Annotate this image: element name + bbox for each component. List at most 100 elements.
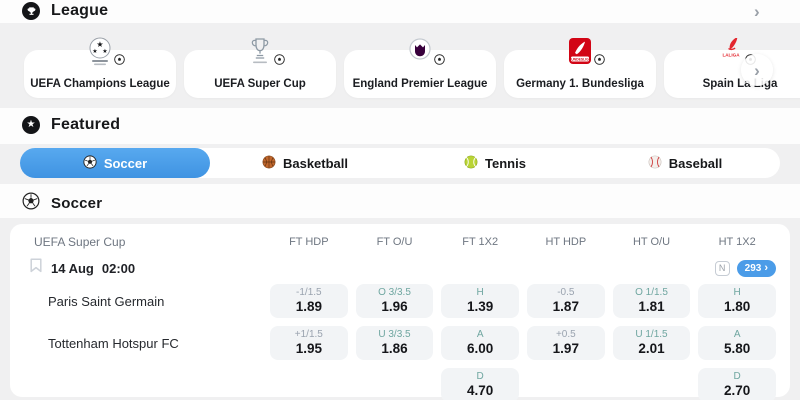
- column-header-ft-ou: FT O/U: [376, 236, 413, 248]
- odds-cell-ht-ou[interactable]: O 1/1.5 1.81: [612, 284, 691, 318]
- odds-value: 1.87: [552, 299, 579, 314]
- odds-line: O 1/1.5: [635, 287, 668, 298]
- svg-text:★: ★: [96, 40, 103, 49]
- odds-cell-ft-ou[interactable]: U 3/3.5 1.86: [355, 326, 434, 360]
- league-card-uefa-super-cup[interactable]: UEFA Super Cup: [184, 38, 336, 98]
- featured-section-title: Featured: [51, 116, 121, 133]
- odds-cell-ht-1x2[interactable]: A 5.80: [698, 326, 776, 360]
- sport-tabbar: Soccer Basketball Tennis Baseball: [20, 148, 780, 178]
- tab-label: Tennis: [485, 155, 526, 171]
- odds-line: D: [733, 371, 741, 382]
- svg-text:★: ★: [92, 48, 97, 55]
- league-card-label: Germany 1. Bundesliga: [516, 78, 644, 90]
- odds-line: +1/1.5: [294, 329, 323, 340]
- featured-header-band: [0, 108, 800, 144]
- svg-text:★: ★: [102, 48, 107, 55]
- odds-cell-empty: [270, 368, 348, 400]
- bookmark-icon[interactable]: [30, 258, 42, 278]
- odds-value: 1.95: [295, 341, 322, 356]
- featured-section-header: ★ Featured: [22, 116, 120, 134]
- svg-text:LALIGA: LALIGA: [722, 53, 740, 58]
- soccer-ball-icon: [22, 192, 40, 215]
- svg-text:BUNDESLIGA: BUNDESLIGA: [569, 57, 592, 61]
- league-card-england-premier-league[interactable]: England Premier League: [344, 38, 496, 98]
- odds-line: U 3/3.5: [378, 329, 411, 340]
- league-header-band: [0, 0, 800, 23]
- league-card-label: UEFA Champions League: [30, 78, 170, 90]
- soccer-header-band: [0, 184, 800, 218]
- tab-baseball[interactable]: Baseball: [590, 148, 780, 178]
- odds-cell-ft-hdp[interactable]: -1/1.5 1.89: [270, 284, 348, 318]
- odds-cell-ft-1x2-draw[interactable]: D 4.70: [441, 368, 519, 400]
- odds-cell-ht-1x2[interactable]: H 1.80: [698, 284, 776, 318]
- odds-line: -1/1.5: [296, 287, 322, 298]
- premier-league-logo-icon: [402, 34, 445, 70]
- tab-soccer[interactable]: Soccer: [20, 148, 210, 178]
- basketball-icon: [262, 155, 276, 172]
- odds-value: 1.39: [467, 299, 494, 314]
- carousel-next-button[interactable]: ›: [741, 54, 773, 86]
- tennis-ball-icon: [464, 155, 478, 172]
- league-card-spain-la-liga[interactable]: LALIGA Spain La Liga: [664, 38, 800, 98]
- league-card-label: England Premier League: [352, 78, 488, 90]
- odds-value: 1.96: [381, 299, 408, 314]
- tab-label: Soccer: [103, 155, 148, 171]
- odds-value: 6.00: [467, 341, 494, 356]
- odds-line: H: [733, 287, 741, 298]
- table-league-label: UEFA Super Cup: [34, 235, 126, 249]
- soccer-ball-icon: [83, 154, 97, 172]
- team-row-away: Tottenham Hotspur FC +1/1.5 1.95 U 3/3.5…: [10, 322, 790, 364]
- odds-value: 4.70: [467, 383, 494, 398]
- soccer-section-header: Soccer: [22, 192, 102, 215]
- more-markets-button[interactable]: 293 ›: [736, 259, 776, 277]
- bundesliga-logo-icon: BUNDESLIGA: [562, 34, 605, 70]
- column-header-ht-1x2: HT 1X2: [718, 236, 756, 248]
- odds-cell-ht-hdp[interactable]: -0.5 1.87: [526, 284, 605, 318]
- soccer-section-title: Soccer: [51, 195, 103, 212]
- league-card-uefa-champions-league[interactable]: ★ ★ ★ UEFA Champions League: [24, 37, 176, 98]
- odds-line: A: [733, 329, 741, 340]
- odds-cell-empty: [527, 368, 605, 400]
- odds-line: A: [476, 329, 484, 340]
- odds-cell-ft-hdp[interactable]: +1/1.5 1.95: [270, 326, 348, 360]
- tab-tennis[interactable]: Tennis: [400, 148, 590, 178]
- match-time: 02:00: [101, 260, 136, 276]
- team-name: Paris Saint Germain: [48, 293, 165, 309]
- league-card-germany-bundesliga[interactable]: BUNDESLIGA Germany 1. Bundesliga: [504, 38, 656, 98]
- odds-value: 5.80: [724, 341, 751, 356]
- league-card-label: UEFA Super Cup: [214, 78, 306, 90]
- league-section-header: League: [22, 2, 108, 20]
- odds-cell-ht-hdp[interactable]: +0.5 1.97: [526, 326, 605, 360]
- column-header-ft-hdp: FT HDP: [289, 236, 329, 248]
- tab-label: Baseball: [668, 155, 723, 171]
- odds-cell-ft-ou[interactable]: O 3/3.5 1.96: [355, 284, 434, 318]
- odds-line: O 3/3.5: [378, 287, 411, 298]
- neutral-ground-badge: N: [714, 260, 730, 276]
- odds-cell-ht-ou[interactable]: U 1/1.5 2.01: [612, 326, 691, 360]
- odds-cell-ht-1x2-draw[interactable]: D 2.70: [698, 368, 776, 400]
- odds-line: H: [476, 287, 484, 298]
- odds-value: 1.80: [724, 299, 751, 314]
- column-header-ht-ou: HT O/U: [632, 236, 671, 248]
- uefa-super-cup-logo-icon: [242, 34, 285, 70]
- chevron-right-icon: ›: [754, 60, 760, 80]
- baseball-icon: [648, 155, 662, 172]
- odds-cell-ft-1x2[interactable]: H 1.39: [441, 284, 519, 318]
- league-section-title: League: [51, 2, 109, 19]
- match-meta-row: 14 Aug 02:00 N 293 ›: [10, 249, 790, 280]
- soccer-ball-badge-icon: [594, 52, 605, 70]
- odds-line: D: [476, 371, 484, 382]
- odds-cell-ft-1x2[interactable]: A 6.00: [441, 326, 519, 360]
- column-header-ht-hdp: HT HDP: [545, 236, 587, 248]
- soccer-ball-badge-icon: [274, 52, 285, 70]
- soccer-ball-badge-icon: [434, 52, 445, 70]
- chevron-right-icon: ›: [764, 261, 768, 274]
- uefa-champions-league-logo-icon: ★ ★ ★: [82, 34, 125, 70]
- league-more-chevron-icon[interactable]: ›: [754, 2, 760, 21]
- league-card-label: Spain La Liga: [702, 78, 778, 90]
- soccer-ball-badge-icon: [114, 52, 125, 70]
- tab-basketball[interactable]: Basketball: [210, 148, 400, 178]
- odds-line: +0.5: [555, 329, 576, 340]
- markets-count: 293: [744, 262, 762, 274]
